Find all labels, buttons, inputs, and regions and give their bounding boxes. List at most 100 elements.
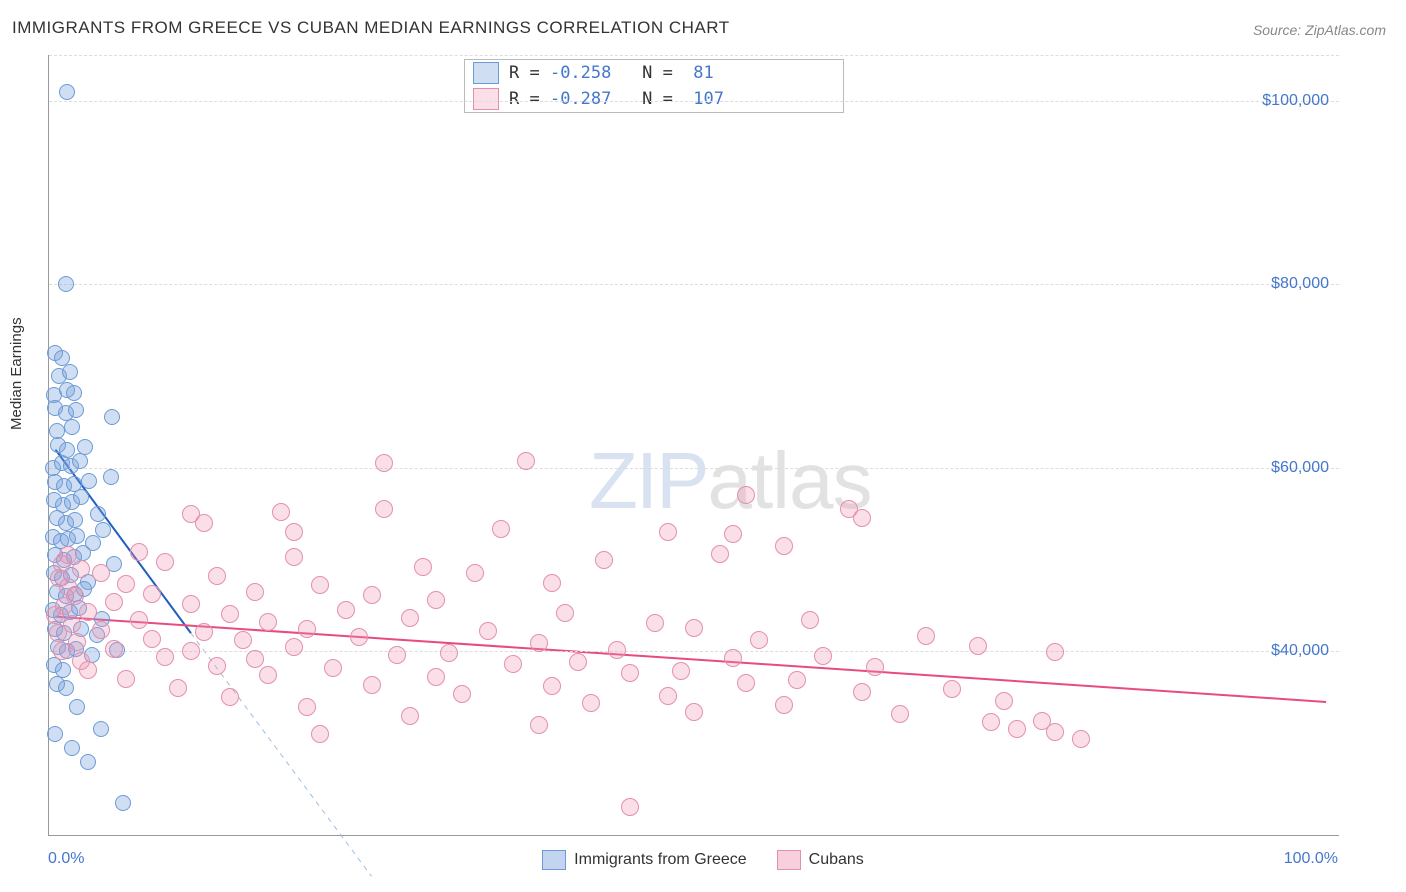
scatter-point-greece: [104, 409, 120, 425]
scatter-point-cubans: [234, 631, 252, 649]
scatter-point-cubans: [350, 628, 368, 646]
scatter-point-cubans: [530, 716, 548, 734]
scatter-point-cubans: [737, 486, 755, 504]
scatter-point-cubans: [427, 591, 445, 609]
scatter-point-cubans: [608, 641, 626, 659]
scatter-point-greece: [59, 84, 75, 100]
scatter-point-cubans: [556, 604, 574, 622]
scatter-point-cubans: [79, 661, 97, 679]
scatter-point-cubans: [285, 548, 303, 566]
scatter-point-cubans: [504, 655, 522, 673]
scatter-point-cubans: [543, 677, 561, 695]
scatter-point-cubans: [311, 576, 329, 594]
scatter-point-cubans: [659, 523, 677, 541]
stats-text-cubans: R = -0.287 N = 107: [509, 89, 724, 109]
scatter-point-cubans: [982, 713, 1000, 731]
chart-container: IMMIGRANTS FROM GREECE VS CUBAN MEDIAN E…: [0, 0, 1406, 892]
scatter-point-cubans: [582, 694, 600, 712]
scatter-point-cubans: [117, 575, 135, 593]
scatter-point-cubans: [221, 688, 239, 706]
legend: Immigrants from Greece Cubans: [0, 850, 1406, 870]
scatter-point-greece: [58, 276, 74, 292]
stats-row-cubans: R = -0.287 N = 107: [465, 86, 843, 112]
scatter-point-cubans: [492, 520, 510, 538]
scatter-point-cubans: [517, 452, 535, 470]
grid-line: [49, 101, 1339, 102]
scatter-point-greece: [72, 453, 88, 469]
scatter-point-cubans: [595, 551, 613, 569]
scatter-point-cubans: [298, 620, 316, 638]
scatter-point-cubans: [672, 662, 690, 680]
scatter-point-cubans: [466, 564, 484, 582]
scatter-point-greece: [64, 419, 80, 435]
plot-area: ZIPatlas R = -0.258 N = 81R = -0.287 N =…: [48, 55, 1339, 836]
scatter-point-cubans: [285, 523, 303, 541]
scatter-point-cubans: [259, 613, 277, 631]
scatter-point-greece: [115, 795, 131, 811]
y-axis-label: Median Earnings: [8, 317, 25, 430]
scatter-point-cubans: [221, 605, 239, 623]
scatter-point-cubans: [105, 640, 123, 658]
scatter-point-cubans: [208, 567, 226, 585]
scatter-point-cubans: [801, 611, 819, 629]
y-tick-label: $100,000: [1262, 92, 1329, 110]
scatter-point-greece: [69, 699, 85, 715]
legend-label-cubans: Cubans: [809, 851, 864, 869]
scatter-point-cubans: [208, 657, 226, 675]
scatter-point-cubans: [866, 658, 884, 676]
scatter-point-cubans: [79, 603, 97, 621]
scatter-point-greece: [103, 469, 119, 485]
grid-line: [49, 468, 1339, 469]
scatter-point-greece: [47, 726, 63, 742]
scatter-point-greece: [66, 385, 82, 401]
scatter-point-cubans: [53, 642, 71, 660]
scatter-point-cubans: [711, 545, 729, 563]
grid-line: [49, 651, 1339, 652]
scatter-point-cubans: [92, 564, 110, 582]
y-tick-label: $40,000: [1271, 642, 1329, 660]
scatter-point-cubans: [440, 644, 458, 662]
correlation-stats-box: R = -0.258 N = 81 R = -0.287 N = 107: [464, 59, 844, 113]
scatter-point-cubans: [246, 583, 264, 601]
scatter-point-cubans: [427, 668, 445, 686]
scatter-point-cubans: [259, 666, 277, 684]
scatter-point-cubans: [375, 454, 393, 472]
scatter-point-cubans: [891, 705, 909, 723]
stats-swatch-greece: [473, 62, 499, 84]
scatter-point-cubans: [324, 659, 342, 677]
scatter-point-cubans: [375, 500, 393, 518]
scatter-point-cubans: [49, 624, 67, 642]
scatter-point-greece: [73, 489, 89, 505]
scatter-point-cubans: [311, 725, 329, 743]
scatter-point-cubans: [117, 670, 135, 688]
scatter-point-cubans: [414, 558, 432, 576]
scatter-point-cubans: [995, 692, 1013, 710]
scatter-point-cubans: [750, 631, 768, 649]
scatter-point-cubans: [363, 676, 381, 694]
y-tick-label: $80,000: [1271, 275, 1329, 293]
scatter-point-cubans: [788, 671, 806, 689]
scatter-point-cubans: [943, 680, 961, 698]
grid-line: [49, 55, 1339, 56]
scatter-point-cubans: [621, 798, 639, 816]
scatter-point-cubans: [72, 560, 90, 578]
scatter-point-cubans: [195, 514, 213, 532]
scatter-point-greece: [80, 754, 96, 770]
scatter-point-cubans: [569, 653, 587, 671]
scatter-point-cubans: [737, 674, 755, 692]
stats-text-greece: R = -0.258 N = 81: [509, 63, 714, 83]
scatter-point-greece: [93, 721, 109, 737]
scatter-point-cubans: [68, 633, 86, 651]
scatter-point-cubans: [363, 586, 381, 604]
scatter-point-greece: [81, 473, 97, 489]
scatter-point-cubans: [401, 609, 419, 627]
scatter-point-greece: [64, 740, 80, 756]
scatter-point-cubans: [646, 614, 664, 632]
scatter-point-cubans: [156, 553, 174, 571]
scatter-point-cubans: [685, 703, 703, 721]
y-tick-label: $60,000: [1271, 459, 1329, 477]
scatter-point-cubans: [388, 646, 406, 664]
scatter-point-cubans: [105, 593, 123, 611]
scatter-point-cubans: [917, 627, 935, 645]
scatter-point-cubans: [272, 503, 290, 521]
